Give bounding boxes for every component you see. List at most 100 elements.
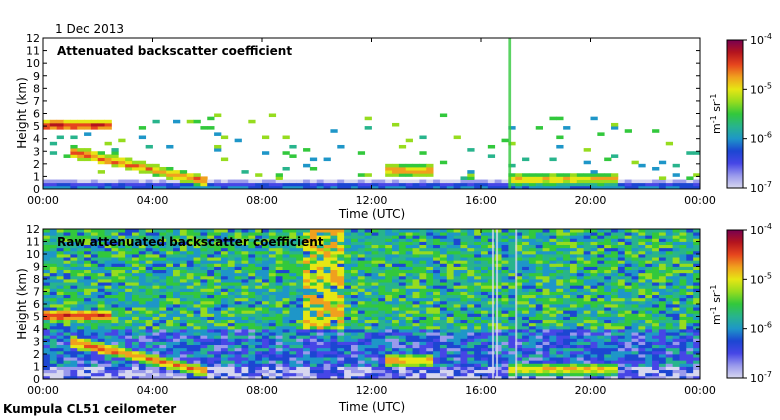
heatmap-cell [84,307,92,311]
heatmap-cell [138,350,147,355]
heatmap-cell [378,254,386,258]
heatmap-cell [535,344,543,349]
heatmap-cell [446,291,455,296]
heatmap-cell [186,375,194,380]
heatmap-cell [200,291,208,296]
heatmap-cell [227,297,236,302]
heatmap-cell [658,363,667,367]
heatmap-cell [487,357,496,361]
heatmap-cell [569,307,578,311]
heatmap-cell [152,344,160,349]
heatmap-cell [227,238,236,242]
heatmap-cell [152,247,160,252]
heatmap-cell [419,257,427,261]
heatmap-cell [652,260,660,264]
heatmap-cell [323,250,331,255]
heatmap-cell [262,344,270,349]
heatmap-cell [303,257,311,261]
heatmap-cell [193,238,201,242]
heatmap-cell [385,244,393,249]
heatmap-cell [426,282,434,286]
heatmap-cell [405,275,413,280]
heatmap-cell [268,263,277,267]
heatmap-cell [289,307,297,311]
heatmap-cell [138,163,147,168]
heatmap-cell [179,297,188,302]
heatmap-cell [303,279,311,283]
heatmap-cell [487,260,496,264]
heatmap-cell [125,235,133,239]
heatmap-cell [460,297,468,302]
heatmap-cell [173,300,181,305]
heatmap-cell [576,247,585,252]
heatmap-cell [255,266,263,271]
heatmap-cell [262,182,270,187]
heatmap-cell [611,285,619,289]
heatmap-cell [248,335,256,339]
heatmap-cell [576,375,585,380]
heatmap-cell [542,275,550,280]
heatmap-cell [241,369,249,374]
heatmap-cell [590,260,598,264]
heatmap-cell [111,282,119,286]
heatmap-cell [159,297,167,302]
heatmap-cell [111,288,119,292]
heatmap-cell [453,344,461,349]
heatmap-cell [563,126,571,130]
heatmap-cell [631,294,639,299]
heatmap-cell [323,157,331,162]
heatmap-cell [446,357,455,361]
heatmap-cell [131,325,140,330]
heatmap-cell [460,247,468,252]
heatmap-cell [556,329,564,333]
heatmap-cell [412,297,420,302]
heatmap-cell [303,369,311,374]
heatmap-cell [248,294,256,299]
heatmap-cell [316,341,324,346]
heatmap-cell [467,179,475,184]
heatmap-cell [97,300,105,305]
heatmap-cell [583,179,591,184]
heatmap-cell [152,297,160,302]
heatmap-cell [207,179,215,184]
heatmap-cell [77,235,85,239]
heatmap-cell [645,344,653,349]
heatmap-cell [214,229,222,233]
heatmap-cell [131,338,140,342]
heatmap-cell [583,279,591,283]
heatmap-cell [385,335,393,339]
heatmap-cell [118,275,126,280]
heatmap-cell [515,297,523,302]
heatmap-cell [433,316,441,321]
heatmap-cell [159,372,167,377]
heatmap-cell [227,285,236,289]
heatmap-cell [337,229,345,233]
heatmap-cell [597,350,605,355]
heatmap-cell [501,329,509,333]
heatmap-cell [583,235,591,239]
heatmap-cell [248,297,256,302]
heatmap-cell [70,148,78,152]
heatmap-cell [166,338,174,342]
heatmap-cell [77,338,85,342]
heatmap-cell [426,319,434,324]
heatmap-cell [227,325,236,330]
heatmap-cell [508,247,516,252]
heatmap-cell [535,316,543,321]
heatmap-cell [658,325,667,330]
heatmap-cell [70,347,78,352]
heatmap-cell [255,285,263,289]
heatmap-cell [357,369,366,374]
heatmap-cell [590,247,598,252]
heatmap-cell [97,325,105,330]
heatmap-cell [173,372,181,377]
heatmap-cell [569,372,578,377]
heatmap-cell [494,279,502,283]
heatmap-cell [145,241,153,246]
heatmap-cell [350,279,359,283]
heatmap-cell [528,179,537,184]
heatmap-cell [658,241,667,246]
heatmap-cell [385,344,393,349]
heatmap-cell [583,341,591,346]
heatmap-cell [439,232,448,236]
